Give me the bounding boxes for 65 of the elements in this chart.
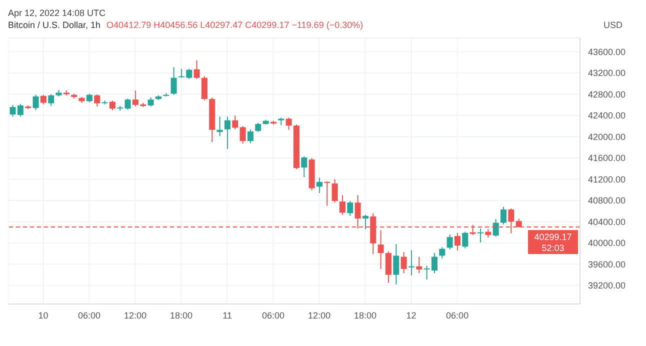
x-tick-label: 06:00	[446, 310, 469, 320]
candlestick	[148, 96, 154, 107]
y-tick-label: 43200.00	[588, 68, 626, 78]
candlestick	[332, 178, 338, 204]
candlestick	[339, 194, 346, 216]
candlestick	[500, 206, 506, 225]
candlestick	[416, 256, 422, 274]
y-tick-label: 43600.00	[588, 47, 626, 57]
candlestick	[378, 230, 384, 270]
y-tick-label: 40400.00	[588, 216, 626, 227]
y-tick-label: 42400.00	[588, 110, 626, 121]
annotation: 52:03	[542, 243, 564, 254]
candlestick	[48, 94, 54, 106]
candlestick	[94, 94, 100, 107]
x-tick-label: 06:00	[262, 310, 285, 320]
candlestick	[201, 76, 208, 101]
y-tick-label: 39600.00	[588, 259, 626, 270]
candlestick	[362, 214, 368, 230]
candlestick	[347, 200, 354, 216]
candlestick	[194, 60, 200, 80]
candlestick	[408, 250, 414, 276]
candlestick	[216, 116, 223, 137]
candlestick	[109, 100, 116, 111]
candlestick	[477, 228, 484, 243]
candlestick	[400, 251, 407, 274]
candlestick	[240, 126, 246, 144]
candlestick	[255, 122, 262, 132]
chart-title: Bitcoin / U.S. Dollar, 1h	[8, 20, 101, 32]
candlestick	[232, 115, 238, 130]
candlestick	[316, 177, 322, 194]
y-tick-label: 41600.00	[588, 153, 626, 164]
candlestick	[492, 218, 499, 238]
candlestick	[385, 250, 392, 284]
candlestick	[454, 232, 460, 251]
ref-line-label: 40299.17	[534, 232, 572, 242]
candlestick	[324, 180, 330, 206]
x-tick-label: 10	[38, 310, 48, 320]
candlestick	[124, 98, 131, 110]
candlestick	[247, 128, 254, 144]
x-tick-label: 12	[406, 310, 416, 320]
candlestick	[301, 156, 308, 178]
candlestick	[393, 244, 400, 285]
y-tick-label: 40800.00	[588, 196, 626, 206]
candlestick	[40, 94, 46, 105]
candlestick	[462, 231, 468, 249]
chart-subtitle: O40412.79 H40456.56 L40297.47 C40299.17 −119.69 (−0.30%)	[106, 20, 364, 32]
y-tick-label: 41200.00	[588, 174, 626, 184]
text: Apr 12, 2022 14:08 UTC	[8, 8, 107, 20]
candlestick	[170, 66, 177, 96]
candlestick	[32, 94, 39, 111]
x-tick-label: 06:00	[78, 310, 101, 320]
y-axis-title: USD	[602, 20, 624, 32]
x-tick-label: 11	[222, 310, 232, 320]
y-tick-label: 40000.00	[588, 238, 626, 248]
y-tick-label: 42000.00	[588, 132, 626, 142]
y-tick-label: 39200.00	[588, 280, 626, 291]
x-tick-label: 12:00	[308, 310, 331, 320]
candlestick	[286, 117, 292, 130]
x-tick-label: 18:00	[170, 310, 193, 320]
y-tick-label: 42800.00	[588, 89, 626, 100]
x-tick-label: 12:00	[124, 310, 147, 320]
candlestick	[224, 116, 230, 150]
candlestick	[439, 246, 446, 259]
candlestick	[446, 234, 453, 250]
x-tick-label: 18:00	[354, 310, 377, 320]
